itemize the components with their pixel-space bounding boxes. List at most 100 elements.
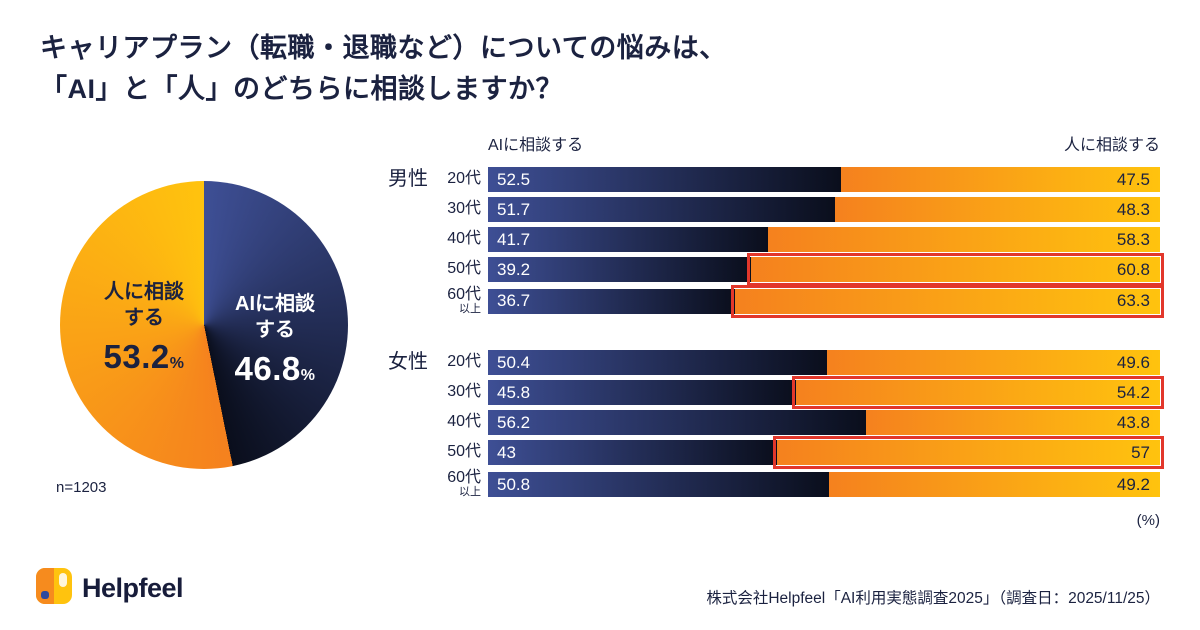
- percent-unit-label: (%): [1136, 511, 1160, 529]
- age-label-main: 40代: [447, 413, 481, 431]
- sample-size-label: n=1203: [56, 479, 107, 496]
- human-series-header: 人に相談する: [1063, 137, 1160, 154]
- human-bar-segment: 60.8: [747, 253, 1164, 286]
- stacked-bar: 56.2 43.8: [488, 410, 1160, 436]
- age-label-main: 20代: [447, 353, 481, 371]
- age-label-main: 20代: [447, 170, 481, 188]
- human-bar-segment: 43.8: [865, 410, 1160, 436]
- helpfeel-logo: Helpfeel: [36, 568, 184, 609]
- human-value: 60.8: [1116, 259, 1150, 279]
- pie-human-label-line2: する: [124, 307, 164, 329]
- ai-bar-segment: 39.2: [488, 257, 752, 282]
- group-female: 女性 20代 50.4 49.6 30代 45.8 54.2: [388, 350, 1164, 503]
- bar-chart-header: AIに相談する 人に相談する: [488, 131, 1160, 155]
- ai-value: 50.8: [497, 474, 531, 494]
- age-label-sub: 以上: [459, 302, 481, 315]
- ai-bar-segment: 50.4: [488, 350, 827, 376]
- stacked-bar: 52.5 47.5: [488, 167, 1160, 192]
- ai-value: 41.7: [497, 229, 531, 249]
- human-value: 63.3: [1116, 291, 1150, 311]
- human-bar-segment: 54.2: [791, 376, 1164, 410]
- group-male-rows: 20代 52.5 47.5 30代 51.7 48.3 40代: [434, 167, 1164, 320]
- age-label-main: 60代: [447, 469, 481, 487]
- stacked-bar: 41.7 58.3: [488, 227, 1160, 252]
- ai-bar-segment: 56.2: [488, 410, 866, 436]
- bar-row: 40代 56.2 43.8: [434, 410, 1160, 436]
- age-label-sub: 以上: [459, 486, 481, 499]
- ai-value: 52.5: [497, 169, 531, 189]
- human-value: 49.6: [1116, 352, 1150, 372]
- ai-value: 39.2: [497, 259, 531, 279]
- age-label: 30代: [434, 384, 488, 401]
- human-bar-segment: 48.3: [835, 197, 1160, 222]
- group-label-female: 女性: [388, 351, 428, 374]
- age-label-main: 30代: [447, 383, 481, 401]
- ai-value: 56.2: [497, 412, 531, 432]
- age-label: 60代 以上: [434, 286, 488, 315]
- bar-row: 20代 52.5 47.5: [434, 167, 1160, 192]
- bar-row: 60代 以上 36.7 63.3: [434, 284, 1164, 318]
- ai-value: 36.7: [497, 291, 531, 311]
- stacked-bar: 50.8 49.2: [488, 472, 1160, 498]
- pie-label-human: 人に相談 する 53.2%: [72, 279, 216, 376]
- pie-ai-label-line1: AIに相談: [235, 293, 315, 315]
- stacked-bar: 36.7 63.3: [488, 284, 1164, 318]
- pie-ai-value-unit: %: [300, 367, 316, 384]
- ai-value: 51.7: [497, 199, 531, 219]
- ai-bar-segment: 50.8: [488, 472, 830, 498]
- bar-row: 50代 39.2 60.8: [434, 253, 1164, 286]
- group-label-male: 男性: [388, 168, 428, 190]
- human-value: 48.3: [1116, 199, 1150, 219]
- bar-row: 50代 43 57: [434, 436, 1164, 470]
- ai-bar-segment: 52.5: [488, 167, 841, 192]
- human-value: 43.8: [1116, 412, 1150, 432]
- bar-row: 20代 50.4 49.6: [434, 350, 1160, 376]
- ai-bar-segment: 51.7: [488, 197, 836, 222]
- age-label: 20代: [434, 354, 488, 371]
- source-attribution: 株式会社Helpfeel「AI利用実態調査2025」（調査日：2025/11/2…: [706, 590, 1160, 607]
- human-bar-segment: 57: [772, 436, 1164, 470]
- human-value: 47.5: [1116, 169, 1150, 189]
- pie-ai-label-line2: する: [255, 319, 295, 341]
- stacked-bar: 39.2 60.8: [488, 253, 1164, 286]
- pie-chart-container: 人に相談 する 53.2% AIに相談 する 46.8%: [60, 181, 348, 469]
- ai-bar-segment: 43: [488, 440, 777, 466]
- bar-row: 40代 41.7 58.3: [434, 227, 1160, 252]
- age-label: 60代 以上: [434, 470, 488, 498]
- helpfeel-logo-text: Helpfeel: [82, 573, 184, 603]
- human-value: 58.3: [1116, 229, 1150, 249]
- ai-bar-segment: 36.7: [488, 288, 735, 314]
- page-title: キャリアプラン（転職・退職など）についての悩みは、 「AI」と「人」のどちらに相…: [40, 28, 727, 109]
- helpfeel-logo-icon: [36, 568, 72, 609]
- age-label-main: 50代: [447, 260, 481, 278]
- bar-chart: AIに相談する 人に相談する 男性 20代 52.5 47.5 30代 51.7: [388, 131, 1164, 529]
- pie-human-value-number: 53.2: [103, 338, 170, 375]
- pie-ai-value-number: 46.8: [234, 350, 301, 387]
- human-value: 57: [1131, 442, 1150, 462]
- ai-value: 45.8: [497, 382, 531, 402]
- age-label: 50代: [434, 260, 488, 278]
- page-title-line2: 「AI」と「人」のどちらに相談しますか？: [40, 73, 563, 104]
- pie-ai-value: 46.8%: [208, 350, 342, 388]
- stacked-bar: 51.7 48.3: [488, 197, 1160, 222]
- bar-row: 30代 45.8 54.2: [434, 376, 1164, 410]
- pie-human-value: 53.2%: [72, 338, 216, 376]
- ai-series-header: AIに相談する: [488, 137, 584, 154]
- human-bar-segment: 63.3: [730, 284, 1164, 318]
- age-label-main: 60代: [447, 286, 481, 303]
- pie-human-value-unit: %: [169, 355, 185, 372]
- age-label: 20代: [434, 170, 488, 188]
- human-bar-segment: 49.2: [829, 472, 1160, 498]
- pie-label-ai: AIに相談 する 46.8%: [208, 291, 342, 388]
- group-female-rows: 20代 50.4 49.6 30代 45.8 54.2 40代: [434, 350, 1164, 503]
- stacked-bar: 50.4 49.6: [488, 350, 1160, 376]
- pie-chart: [60, 181, 348, 469]
- human-bar-segment: 49.6: [826, 350, 1160, 376]
- age-label: 40代: [434, 414, 488, 431]
- ai-value: 43: [497, 442, 516, 462]
- page-title-line1: キャリアプラン（転職・退職など）についての悩みは、: [40, 33, 727, 63]
- age-label-main: 50代: [447, 443, 481, 461]
- pie-human-label-line1: 人に相談: [104, 281, 184, 303]
- group-male: 男性 20代 52.5 47.5 30代 51.7 48.3: [388, 167, 1164, 320]
- ai-bar-segment: 41.7: [488, 227, 769, 252]
